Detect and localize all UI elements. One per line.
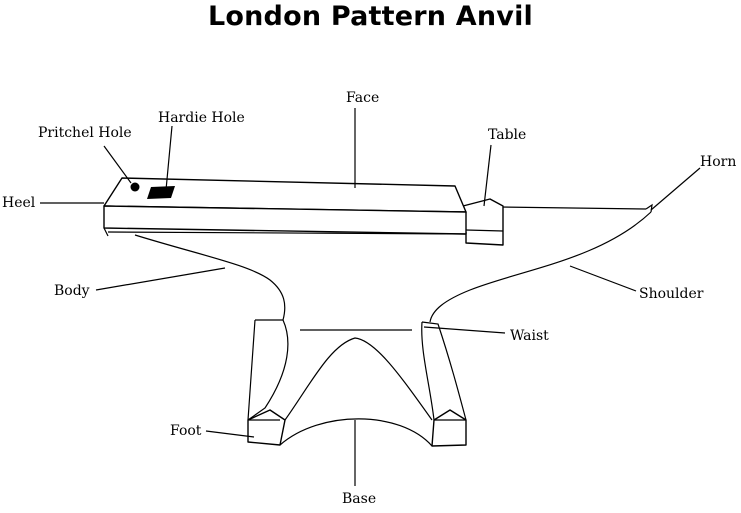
face-bottom-edge — [107, 231, 467, 235]
pritchel-hole — [130, 182, 140, 192]
right-leg — [421, 321, 467, 421]
horn-leader — [650, 167, 701, 211]
diagram-title: London Pattern Anvil — [207, 1, 534, 32]
waist-leader — [423, 326, 506, 334]
body-underside-curve — [134, 234, 286, 321]
horn-top-edge — [499, 206, 647, 210]
hardie-hole-leader — [165, 125, 173, 191]
horn-tip — [645, 203, 653, 213]
table-leader — [483, 144, 492, 207]
left-foot — [247, 409, 286, 446]
base-arch — [279, 418, 433, 447]
shoulder-leader — [569, 265, 637, 292]
label-waist: Waist — [510, 328, 549, 344]
table-step-edge — [465, 229, 504, 232]
label-shoulder: Shoulder — [639, 286, 704, 302]
inner-arch — [284, 337, 433, 421]
label-base: Base — [342, 491, 376, 507]
label-horn: Horn — [700, 154, 736, 170]
label-heel: Heel — [2, 195, 36, 211]
label-face: Face — [346, 90, 379, 106]
label-foot: Foot — [170, 423, 202, 439]
left-leg — [247, 319, 289, 421]
right-foot — [431, 409, 467, 447]
horn-underside-curve — [429, 211, 652, 323]
label-table: Table — [488, 127, 526, 143]
label-hardie-hole: Hardie Hole — [158, 110, 245, 126]
label-pritchel-hole: Pritchel Hole — [38, 125, 132, 141]
body-leader — [95, 267, 226, 291]
hardie-hole — [147, 186, 175, 199]
heel-corner — [103, 227, 109, 237]
label-body: Body — [54, 283, 90, 299]
pritchel-hole-leader — [103, 145, 132, 184]
table-step — [462, 198, 504, 246]
foot-leader — [205, 430, 255, 438]
